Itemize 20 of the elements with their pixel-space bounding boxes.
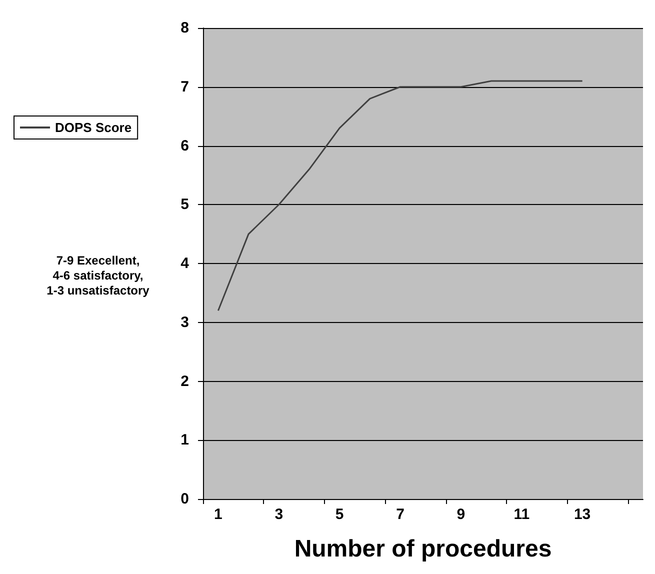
y-tick-label: 8 [180, 20, 189, 36]
y-tick-label: 6 [180, 137, 189, 154]
line-series [217, 80, 584, 312]
x-tick-label: 13 [574, 506, 591, 523]
x-tick-label: 11 [514, 506, 530, 523]
x-tick-label: 3 [274, 506, 284, 523]
y-tick-label: 7 [180, 78, 189, 96]
y-tick-label: 5 [180, 196, 189, 214]
x-tick-label: 7 [396, 506, 404, 523]
y-tick-label: 3 [180, 314, 189, 331]
x-tick-label: 5 [335, 506, 344, 523]
y-tick-label: 4 [180, 255, 190, 272]
y-tick-label: 0 [180, 490, 189, 508]
x-tick-label: 9 [456, 506, 466, 523]
text: 7-9 Execellent, 4-6 satisfactory, 1-3 unsatisfactory [46, 254, 150, 298]
y-tick-label: 2 [180, 372, 189, 390]
legend-label: DOPS Score [55, 120, 132, 135]
y-tick-label: 1 [180, 432, 189, 449]
x-tick-label: 1 [214, 506, 222, 523]
x-axis-title: Number of procedures [294, 536, 552, 562]
